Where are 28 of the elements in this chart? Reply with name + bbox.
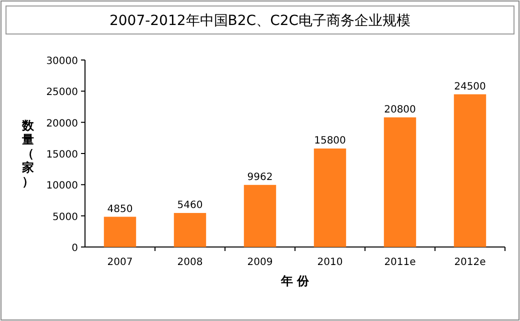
x-tick-label: 2009 [247, 257, 273, 268]
x-tick-label: 2011e [384, 257, 416, 268]
bar [174, 212, 206, 247]
x-tick-label: 2010 [317, 257, 343, 268]
y-tick-label: 0 [72, 243, 78, 254]
data-label: 20800 [384, 104, 416, 116]
chart-title: 2007-2012年中国B2C、C2C电子商务企业规模 [109, 13, 411, 29]
x-axis-title: 年 份 [280, 274, 310, 288]
y-tick-label: 10000 [46, 180, 78, 192]
y-tick-label: 25000 [46, 87, 78, 98]
bar [104, 216, 136, 247]
y-axis-title: 数量（家） [21, 118, 35, 188]
bar [384, 117, 416, 247]
data-label: 4850 [107, 204, 133, 215]
data-label: 15800 [314, 136, 346, 147]
data-label: 24500 [454, 81, 486, 92]
x-tick-label: 2007 [107, 257, 133, 268]
data-label: 9962 [247, 172, 273, 183]
y-tick-label: 5000 [52, 212, 78, 223]
bar [454, 94, 486, 247]
x-tick-label: 2008 [177, 257, 203, 268]
x-tick-label: 2012e [454, 257, 486, 268]
y-tick-label: 20000 [46, 118, 78, 130]
data-label: 5460 [177, 200, 203, 211]
bar [314, 148, 346, 247]
y-tick-label: 15000 [46, 150, 78, 160]
y-tick-label: 30000 [46, 56, 78, 67]
bar [244, 184, 276, 247]
